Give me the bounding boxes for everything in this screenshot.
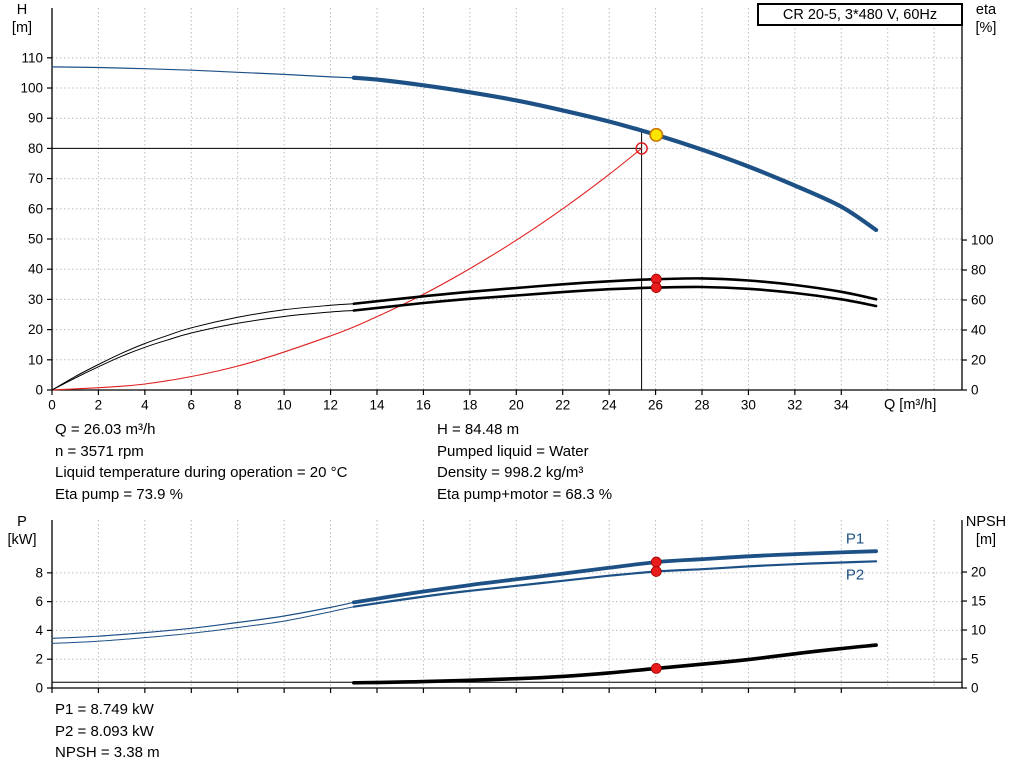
info-line: Density = 998.2 kg/m³	[437, 464, 584, 481]
p2-curve-low	[51, 606, 355, 644]
y-tick-label-left: 110	[21, 50, 43, 65]
eta-pump-motor-point	[650, 282, 662, 293]
y-tick-label-left: 90	[28, 111, 43, 126]
x-tick-label: 2	[95, 398, 103, 413]
p1-curve-low	[51, 601, 355, 639]
x-tick-label: 22	[555, 398, 570, 413]
y-tick-label-right: 100	[971, 233, 994, 248]
info-line: Eta pump+motor = 68.3 %	[437, 485, 613, 503]
y-axis-title-right: [m]	[976, 532, 996, 548]
system-curve	[51, 147, 643, 391]
info-line: Liquid temperature during operation = 20…	[55, 464, 348, 481]
x-tick-label: 16	[416, 398, 431, 413]
y-tick-label-left: 10	[28, 352, 43, 367]
x-tick-label: 8	[234, 398, 242, 413]
y-tick-label-left: 30	[28, 292, 43, 307]
x-tick-label: 30	[741, 398, 756, 413]
y-tick-label-left: 70	[28, 171, 43, 186]
info-line: P2 = 8.093 kW	[55, 722, 154, 740]
info-line: Eta pump = 73.9 %	[55, 485, 183, 503]
x-tick-label: 24	[602, 398, 618, 413]
p1-curve	[351, 549, 878, 605]
x-tick-label: 20	[509, 398, 524, 413]
y-tick-label-right: 40	[971, 323, 986, 338]
p2-point	[650, 566, 662, 577]
y-tick-label-right: 20	[971, 565, 986, 580]
y-tick-label-left: 80	[28, 141, 43, 156]
info-line: n = 3571 rpm	[55, 442, 144, 460]
eta-pump-motor-curve	[352, 285, 878, 312]
y-tick-label-left: 0	[35, 383, 43, 398]
p2-curve-label: P2	[846, 566, 864, 583]
x-tick-label: 14	[369, 398, 385, 413]
y-tick-label-right: 0	[971, 383, 979, 398]
y-tick-label-left: 100	[20, 81, 43, 96]
y-tick-label-left: 8	[35, 565, 43, 580]
x-tick-label: 32	[787, 398, 802, 413]
y-axis-title-left: [m]	[12, 20, 32, 36]
power-npsh-info: P1 = 8.749 kW P2 = 8.093 kW NPSH = 3.38 m	[55, 699, 160, 764]
info-line: Pumped liquid = Water	[437, 442, 589, 460]
y-tick-label-right: 0	[971, 681, 979, 696]
x-tick-label: 6	[188, 398, 196, 413]
head-efficiency-chart: 0 2 4 6 8 10 12 14 16 18 20 22 24 26 28 30 32 34010203040…	[12, 2, 997, 413]
y-axis-title-left: P	[17, 514, 27, 530]
duty-info-left: Q = 26.03 m³/h n = 3571 rpm Liquid tempera…	[55, 419, 347, 505]
eta-pump-curve	[352, 277, 878, 306]
info-line: H = 84.48 m	[437, 421, 520, 438]
head-curve	[351, 75, 879, 233]
npsh-point	[650, 662, 662, 674]
x-tick-label: 4	[141, 398, 149, 413]
pump-model-title-box: CR 20-5, 3*480 V, 60Hz	[757, 3, 963, 26]
x-tick-label: 26	[648, 398, 663, 413]
y-tick-label-right: 60	[971, 293, 986, 308]
y-axis-title-left: [kW]	[8, 532, 37, 548]
p1-point	[650, 556, 662, 568]
y-tick-label-right: 15	[971, 594, 986, 609]
operating-point	[649, 127, 664, 142]
eta-pump-motor-curve-low	[51, 310, 355, 391]
info-line: P1 = 8.749 kW	[55, 701, 154, 718]
y-tick-label-left: 4	[35, 623, 43, 638]
head-curve-low	[51, 66, 355, 79]
y-tick-label-left: 0	[35, 681, 43, 696]
p1-curve-label: P1	[846, 531, 864, 548]
x-tick-label: 0	[48, 398, 56, 413]
duty-info-right: H = 84.48 m Pumped liquid = Water Density …	[437, 419, 612, 505]
y-tick-label-left: 50	[28, 232, 43, 247]
y-tick-label-left: 6	[35, 594, 43, 609]
pump-model-title: CR 20-5, 3*480 V, 60Hz	[782, 6, 938, 23]
y-axis-title-right: eta	[976, 2, 997, 18]
y-axis-title-right: [%]	[976, 20, 997, 36]
p2-curve	[352, 560, 878, 608]
x-tick-label: 12	[323, 398, 338, 413]
y-tick-label-left: 20	[28, 322, 43, 337]
info-line: Q = 26.03 m³/h	[55, 421, 156, 438]
npsh-curve	[351, 643, 878, 685]
y-tick-label-left: 2	[35, 652, 43, 667]
x-tick-label: 10	[277, 398, 292, 413]
info-line: NPSH = 3.38 m	[55, 744, 160, 761]
x-axis-title: Q [m³/h]	[884, 397, 936, 413]
rated-duty-point	[635, 142, 648, 155]
y-tick-label-right: 20	[971, 353, 986, 368]
y-tick-label-right: 10	[971, 623, 986, 638]
x-tick-label: 34	[834, 398, 850, 413]
power-npsh-chart: 0 2 4 6 8 0 5 10 15 20 P [kW] NPSH [m] P1 P2	[8, 514, 1007, 696]
y-tick-label-right: 5	[971, 652, 979, 667]
y-axis-title-left: H	[17, 2, 27, 18]
x-tick-label: 28	[694, 398, 709, 413]
x-tick-label: 18	[462, 398, 477, 413]
y-tick-label-left: 60	[28, 201, 43, 216]
eta-pump-curve-low	[51, 303, 355, 391]
y-tick-label-left: 40	[28, 262, 43, 277]
y-axis-title-right: NPSH	[966, 514, 1006, 530]
y-tick-label-right: 80	[971, 263, 986, 278]
